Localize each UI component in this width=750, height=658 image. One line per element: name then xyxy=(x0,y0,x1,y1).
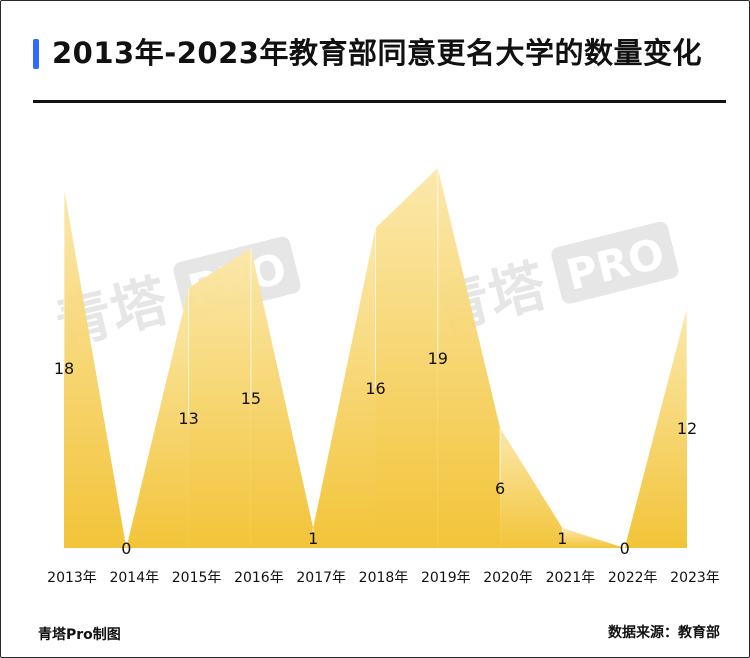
data-label-2023年: 12 xyxy=(677,419,697,438)
data-label-2022年: 0 xyxy=(620,539,630,558)
x-tick-label: 2018年 xyxy=(359,570,409,586)
watermark-badge xyxy=(551,221,679,304)
area-segment-2020年 xyxy=(500,428,563,548)
x-tick-label: 2013年 xyxy=(47,570,97,586)
area-segment-2021年 xyxy=(562,528,625,548)
area-segment-2022年 xyxy=(624,308,687,548)
data-label-2019年: 19 xyxy=(428,349,448,368)
title-divider xyxy=(33,100,726,103)
area-series xyxy=(64,168,687,548)
data-label-2013年: 18 xyxy=(54,359,74,378)
footer-source: 数据来源：教育部 xyxy=(608,625,720,641)
data-labels: 18 0 13 15 1 16 19 6 1 0 12 xyxy=(54,349,697,558)
value-guide-lines xyxy=(63,168,688,538)
x-tick-label: 2020年 xyxy=(483,570,533,586)
area-segment-2015年 xyxy=(188,248,251,548)
x-tick-label: 2016年 xyxy=(234,570,284,586)
x-axis-labels: 2013年 2014年 2015年 2016年 2017年 2018年 2019年 2020年… xyxy=(47,570,720,586)
x-tick-label: 2017年 xyxy=(296,570,346,586)
x-tick-label: 2019年 xyxy=(421,570,471,586)
data-label-2014年: 0 xyxy=(121,539,131,558)
area-segment-2018年 xyxy=(375,168,438,548)
area-segment-2019年 xyxy=(437,168,501,548)
area-segment-2016年 xyxy=(250,248,314,548)
x-tick-label: 2021年 xyxy=(546,570,596,586)
data-label-2020年: 6 xyxy=(495,479,505,498)
data-label-2018年: 16 xyxy=(365,379,385,398)
data-label-2015年: 13 xyxy=(178,409,198,428)
data-label-2017年: 1 xyxy=(308,529,318,548)
data-label-2016年: 15 xyxy=(241,389,261,408)
area-segment-2014年 xyxy=(126,288,189,548)
area-segment-2013年 xyxy=(64,188,127,548)
watermark-badge-text: PRO xyxy=(561,228,669,299)
area-segment-2017年 xyxy=(313,228,376,548)
data-label-2021年: 1 xyxy=(557,529,567,548)
x-tick-label: 2015年 xyxy=(172,570,222,586)
x-tick-label: 2014年 xyxy=(109,570,159,586)
footer-credit: 青塔Pro制图 xyxy=(38,627,121,643)
title-accent-bar xyxy=(33,39,39,69)
x-tick-label: 2022年 xyxy=(608,570,658,586)
x-tick-label: 2023年 xyxy=(670,570,720,586)
chart-title: 2013年-2023年教育部同意更名大学的数量变化 xyxy=(52,36,702,70)
